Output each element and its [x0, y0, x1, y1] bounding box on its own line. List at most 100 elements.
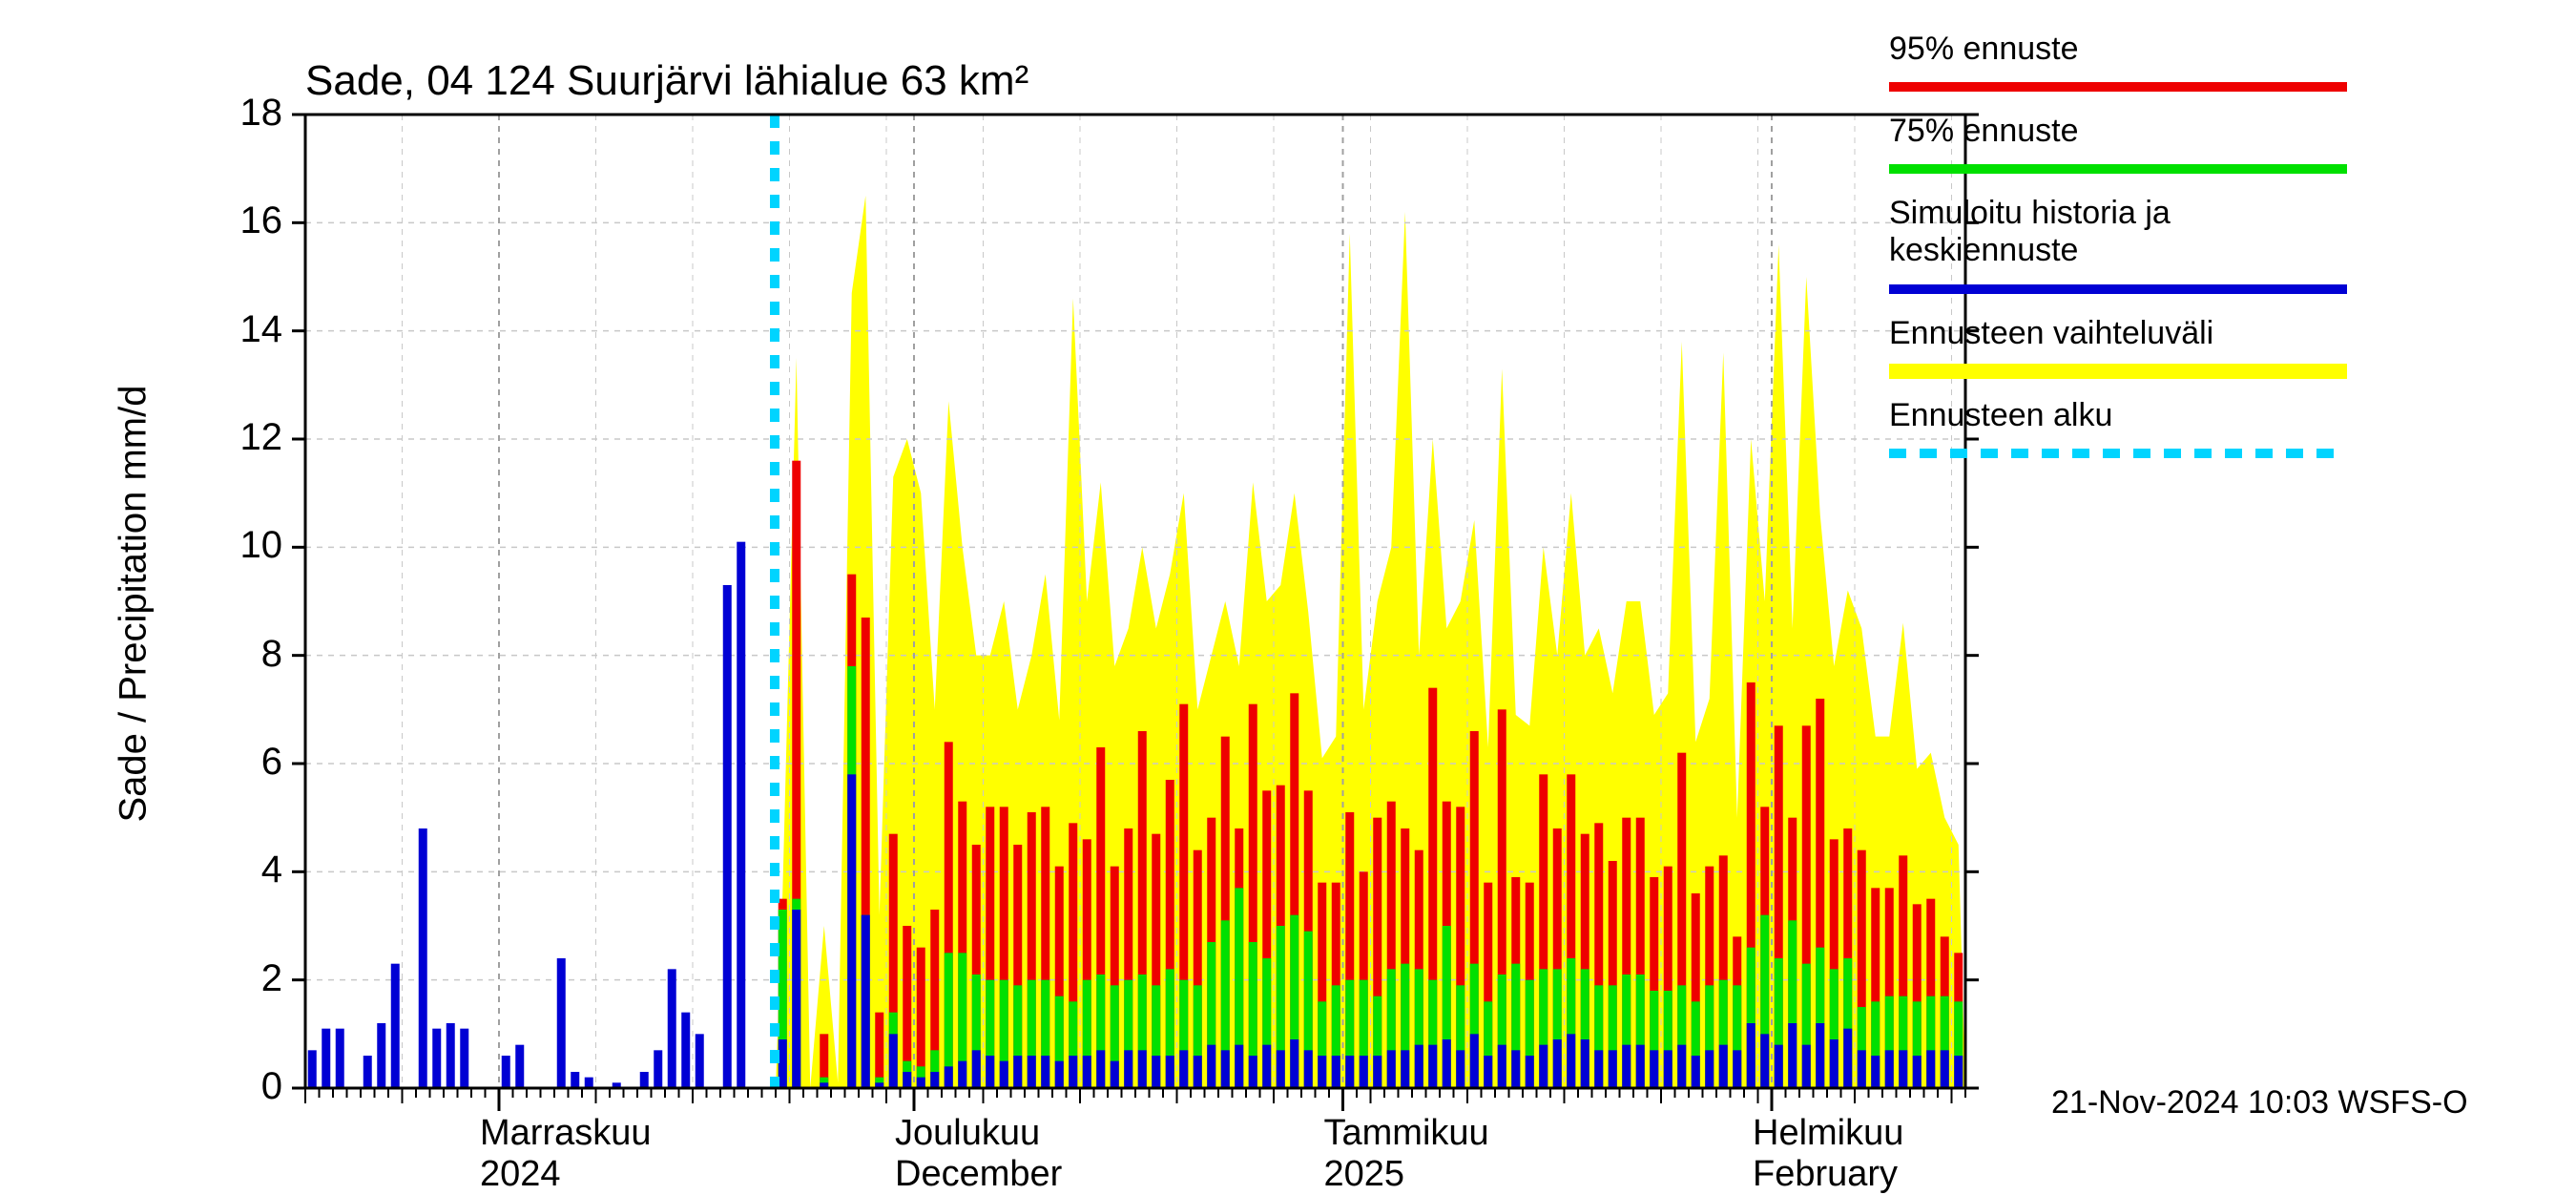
forecast-bar-95	[875, 1013, 883, 1088]
legend-label: Ennusteen vaihteluväli	[1889, 315, 2347, 352]
x-month-label: Marraskuu 2024	[480, 1113, 652, 1195]
forecast-bar-median	[1692, 1056, 1700, 1088]
forecast-bar-median	[1221, 1050, 1230, 1088]
forecast-bar-median	[1373, 1056, 1381, 1088]
forecast-bar-median	[1843, 1029, 1852, 1088]
y-tick-label: 0	[206, 1065, 282, 1108]
legend-item: Simuloitu historia ja keskiennuste	[1889, 195, 2347, 306]
forecast-bar-median	[1235, 1045, 1243, 1088]
forecast-bar-median	[1179, 1050, 1188, 1088]
y-tick-label: 18	[206, 92, 282, 135]
legend: 95% ennuste 75% ennuste Simuloitu historia…	[1889, 31, 2347, 479]
forecast-bar-median	[1111, 1061, 1119, 1088]
forecast-bar-median	[1415, 1045, 1423, 1088]
legend-swatch	[1889, 444, 2347, 463]
forecast-bar-median	[1677, 1045, 1686, 1088]
forecast-bar-median	[1428, 1045, 1437, 1088]
history-bar	[681, 1013, 690, 1088]
forecast-bar-median	[1650, 1050, 1658, 1088]
forecast-bar-median	[1705, 1050, 1714, 1088]
forecast-bar-median	[1000, 1061, 1008, 1088]
legend-item: Ennusteen alku	[1889, 397, 2347, 472]
y-tick-label: 16	[206, 199, 282, 242]
forecast-bar-median	[1041, 1056, 1049, 1088]
forecast-bar-median	[1830, 1039, 1839, 1088]
y-tick-label: 2	[206, 957, 282, 1000]
forecast-bar-median	[1788, 1023, 1797, 1088]
forecast-bar-median	[1194, 1056, 1202, 1088]
forecast-bar-median	[889, 1034, 898, 1088]
forecast-bar-median	[1387, 1050, 1396, 1088]
history-bar	[557, 958, 566, 1088]
forecast-bar-median	[1567, 1034, 1575, 1088]
forecast-bar-median	[1816, 1023, 1824, 1088]
history-bar	[723, 585, 732, 1088]
forecast-bar-median	[1318, 1056, 1326, 1088]
legend-label: Ennusteen alku	[1889, 397, 2347, 434]
history-bar	[391, 964, 400, 1088]
legend-swatch	[1889, 280, 2347, 299]
forecast-bar-median	[1802, 1045, 1811, 1088]
history-bar	[696, 1034, 704, 1088]
forecast-bar-median	[1401, 1050, 1409, 1088]
history-bar	[419, 828, 427, 1088]
forecast-bar-median	[1360, 1056, 1368, 1088]
x-month-label: Tammikuu 2025	[1324, 1113, 1489, 1195]
x-month-label: Helmikuu February	[1753, 1113, 1903, 1195]
forecast-bar-median	[1166, 1056, 1174, 1088]
forecast-bar-median	[1083, 1056, 1091, 1088]
forecast-bar-median	[1443, 1039, 1451, 1088]
legend-swatch	[1889, 77, 2347, 96]
forecast-bar-median	[847, 774, 856, 1088]
forecast-bar-median	[1096, 1050, 1105, 1088]
forecast-bar-median	[862, 915, 870, 1088]
history-bar	[502, 1056, 510, 1088]
history-bar	[447, 1023, 455, 1088]
forecast-bar-median	[1553, 1039, 1562, 1088]
forecast-bar-median	[1622, 1045, 1631, 1088]
history-bar	[322, 1029, 330, 1088]
y-tick-label: 4	[206, 849, 282, 891]
history-bar	[515, 1045, 524, 1088]
forecast-bar-median	[1277, 1050, 1285, 1088]
forecast-bar-median	[1539, 1045, 1548, 1088]
forecast-bar-median	[972, 1050, 981, 1088]
forecast-bar-median	[1747, 1023, 1755, 1088]
chart-title: Sade, 04 124 Suurjärvi lähialue 63 km²	[305, 57, 1028, 105]
history-bar	[668, 969, 676, 1088]
forecast-bar-median	[1262, 1045, 1271, 1088]
y-tick-label: 14	[206, 308, 282, 351]
forecast-bar-median	[986, 1056, 994, 1088]
forecast-bar-median	[779, 1039, 787, 1088]
forecast-bar-median	[1138, 1050, 1147, 1088]
forecast-bar-median	[1954, 1056, 1963, 1088]
forecast-bar-median	[1456, 1050, 1465, 1088]
forecast-bar-median	[1249, 1056, 1257, 1088]
legend-label: 75% ennuste	[1889, 113, 2347, 150]
forecast-bar-median	[1594, 1050, 1603, 1088]
history-bar	[640, 1072, 649, 1088]
forecast-bar-median	[1636, 1045, 1645, 1088]
forecast-bar-median	[1332, 1056, 1340, 1088]
forecast-bar-median	[1885, 1050, 1894, 1088]
forecast-bar-median	[1775, 1045, 1783, 1088]
forecast-bar-median	[1941, 1050, 1949, 1088]
legend-swatch	[1889, 159, 2347, 178]
history-bar	[585, 1078, 593, 1088]
forecast-bar-median	[1760, 1034, 1769, 1088]
history-bar	[432, 1029, 441, 1088]
chart-container: Sade, 04 124 Suurjärvi lähialue 63 km² S…	[0, 0, 2576, 1145]
forecast-bar-median	[903, 1072, 911, 1088]
y-tick-label: 6	[206, 741, 282, 784]
forecast-bar-median	[1858, 1050, 1866, 1088]
forecast-bar-median	[1013, 1056, 1022, 1088]
legend-label: 95% ennuste	[1889, 31, 2347, 68]
forecast-bar-median	[1484, 1056, 1492, 1088]
legend-item: 95% ennuste	[1889, 31, 2347, 105]
legend-swatch	[1889, 362, 2347, 381]
forecast-bar-median	[1733, 1050, 1741, 1088]
history-bar	[336, 1029, 344, 1088]
forecast-bar-median	[1290, 1039, 1298, 1088]
forecast-bar-median	[1470, 1034, 1479, 1088]
forecast-bar-median	[1055, 1061, 1064, 1088]
